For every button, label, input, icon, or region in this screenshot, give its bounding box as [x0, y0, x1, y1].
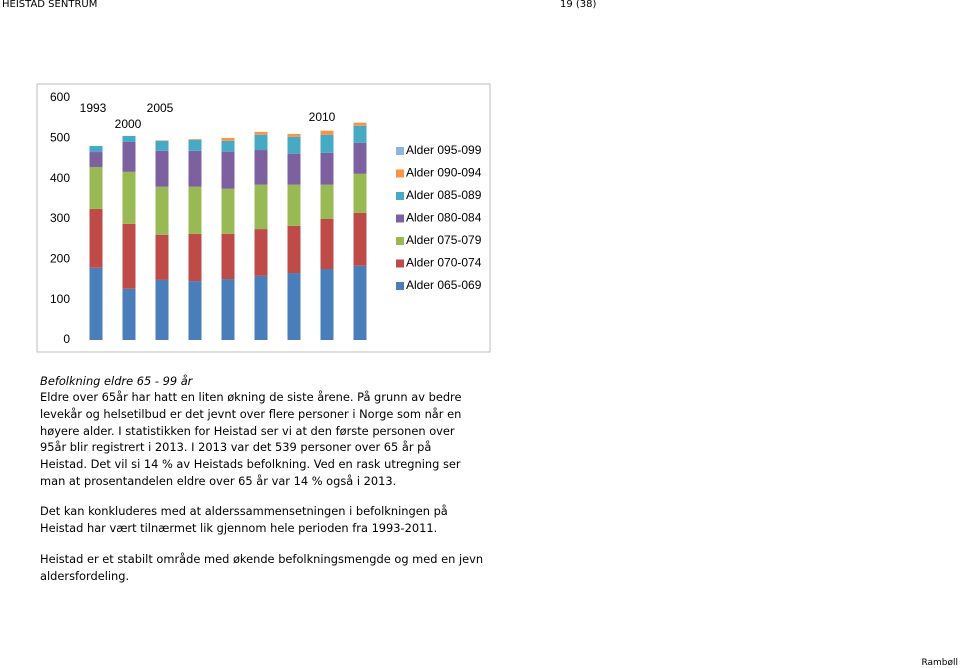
- legend-swatch: [396, 237, 404, 245]
- bar-segment: [254, 184, 268, 230]
- bar-segment: [188, 281, 202, 340]
- bar-segment: [353, 173, 367, 213]
- bar-segment: [221, 279, 235, 340]
- bar-segment: [254, 275, 268, 340]
- y-tick-label: 300: [50, 211, 70, 225]
- bar-segment: [353, 142, 367, 174]
- bar-segment: [353, 125, 367, 143]
- bar-segment: [254, 134, 268, 151]
- bar-segment: [254, 131, 268, 135]
- bar-segment: [89, 267, 103, 340]
- bar-segment: [287, 136, 301, 154]
- annotation: 2000: [115, 117, 142, 131]
- header-left: HEISTAD SENTRUM: [2, 0, 98, 10]
- bar-segment: [221, 233, 235, 280]
- header-right: 19 (38): [560, 0, 597, 10]
- bar-segment: [320, 130, 334, 135]
- bar-segment: [320, 152, 334, 185]
- legend-swatch: [396, 214, 404, 223]
- bar-segment: [221, 137, 235, 141]
- bar-segment: [188, 233, 202, 282]
- bar-segment: [287, 273, 301, 340]
- bar-segment: [188, 150, 202, 187]
- text-line: levekår og helsetilbud er det jevnt over…: [40, 406, 462, 421]
- y-tick-label: 0: [63, 332, 70, 346]
- bar-segment: [89, 208, 103, 268]
- legend-label: Alder 080-084: [406, 211, 482, 225]
- bar-segment: [89, 152, 103, 167]
- bar-segment: [254, 150, 268, 185]
- bar-segment: [353, 123, 367, 126]
- bar-segment: [221, 188, 235, 234]
- bar-segment: [287, 184, 301, 226]
- y-tick-label: 600: [50, 90, 70, 104]
- bar-segment: [122, 135, 136, 142]
- annotation: 1993: [80, 101, 107, 115]
- bar-segment: [254, 229, 268, 276]
- text-line: høyere alder. I statistikken for Heistad…: [40, 423, 455, 438]
- bar-segment: [155, 279, 169, 340]
- y-tick-label: 500: [50, 131, 70, 145]
- text-line: Heistad er et stabilt område med økende …: [40, 552, 484, 566]
- bar-segment: [122, 223, 136, 289]
- bar-segment: [188, 186, 202, 234]
- bar-segment: [122, 171, 136, 224]
- bar-segment: [155, 150, 169, 187]
- y-tick-label: 200: [50, 252, 70, 266]
- legend-swatch: [396, 169, 404, 178]
- bar-segment: [188, 139, 202, 140]
- legend-label: Alder 090-094: [406, 166, 482, 180]
- bar-segment: [287, 225, 301, 274]
- bar-segment: [353, 212, 367, 266]
- bar-segment: [353, 265, 367, 340]
- annotation: 2005: [147, 101, 174, 115]
- bar-segment: [188, 139, 202, 151]
- bar-segment: [320, 134, 334, 153]
- legend-swatch: [396, 147, 404, 155]
- bar-segment: [122, 288, 136, 340]
- legend-label: Alder 085-089: [406, 188, 482, 202]
- text-line: Befolkning eldre 65 - 99 år: [40, 374, 193, 388]
- legend-label: Alder 065-069: [406, 278, 482, 292]
- bar-segment: [221, 140, 235, 152]
- bar-segment: [287, 153, 301, 185]
- text-line: Heistad. Det vil si 14 % av Heistads bef…: [40, 457, 461, 472]
- text-line: man at prosentandelen eldre over 65 år v…: [40, 474, 397, 488]
- bar-segment: [89, 145, 103, 153]
- bar-segment: [221, 151, 235, 189]
- bar-segment: [320, 219, 334, 270]
- bar-segment: [287, 133, 301, 137]
- annotation: 2010: [309, 110, 336, 124]
- bar-segment: [155, 234, 169, 280]
- bar-segment: [89, 166, 103, 209]
- text-line: Det kan konkluderes med at alderssammens…: [40, 504, 448, 518]
- text-line: Heistad har vært tilnærmet lik gjennom h…: [40, 520, 438, 535]
- bar-segment: [155, 140, 169, 151]
- text-line: 95år blir registrert i 2013. I 2013 var …: [40, 440, 432, 455]
- legend-label: Alder 070-074: [406, 256, 482, 270]
- text-line: aldersfordeling.: [40, 568, 130, 583]
- legend-label: Alder 095-099: [406, 143, 482, 157]
- bar-segment: [320, 269, 334, 340]
- y-tick-label: 100: [50, 292, 70, 306]
- bar-segment: [122, 141, 136, 172]
- legend-swatch: [396, 259, 404, 268]
- bar-segment: [155, 186, 169, 235]
- footer: Rambøll: [921, 658, 958, 668]
- chart: 0 100 200 300 400 500 600 1993 2000 2005 2010 Alder…: [36, 83, 491, 353]
- text-line: Eldre over 65år har hatt en liten økning…: [40, 390, 462, 404]
- legend-label: Alder 075-079: [406, 233, 482, 247]
- y-tick-label: 400: [50, 171, 70, 185]
- legend-swatch: [396, 282, 404, 290]
- bar-segment: [320, 184, 334, 219]
- legend-swatch: [396, 192, 404, 200]
